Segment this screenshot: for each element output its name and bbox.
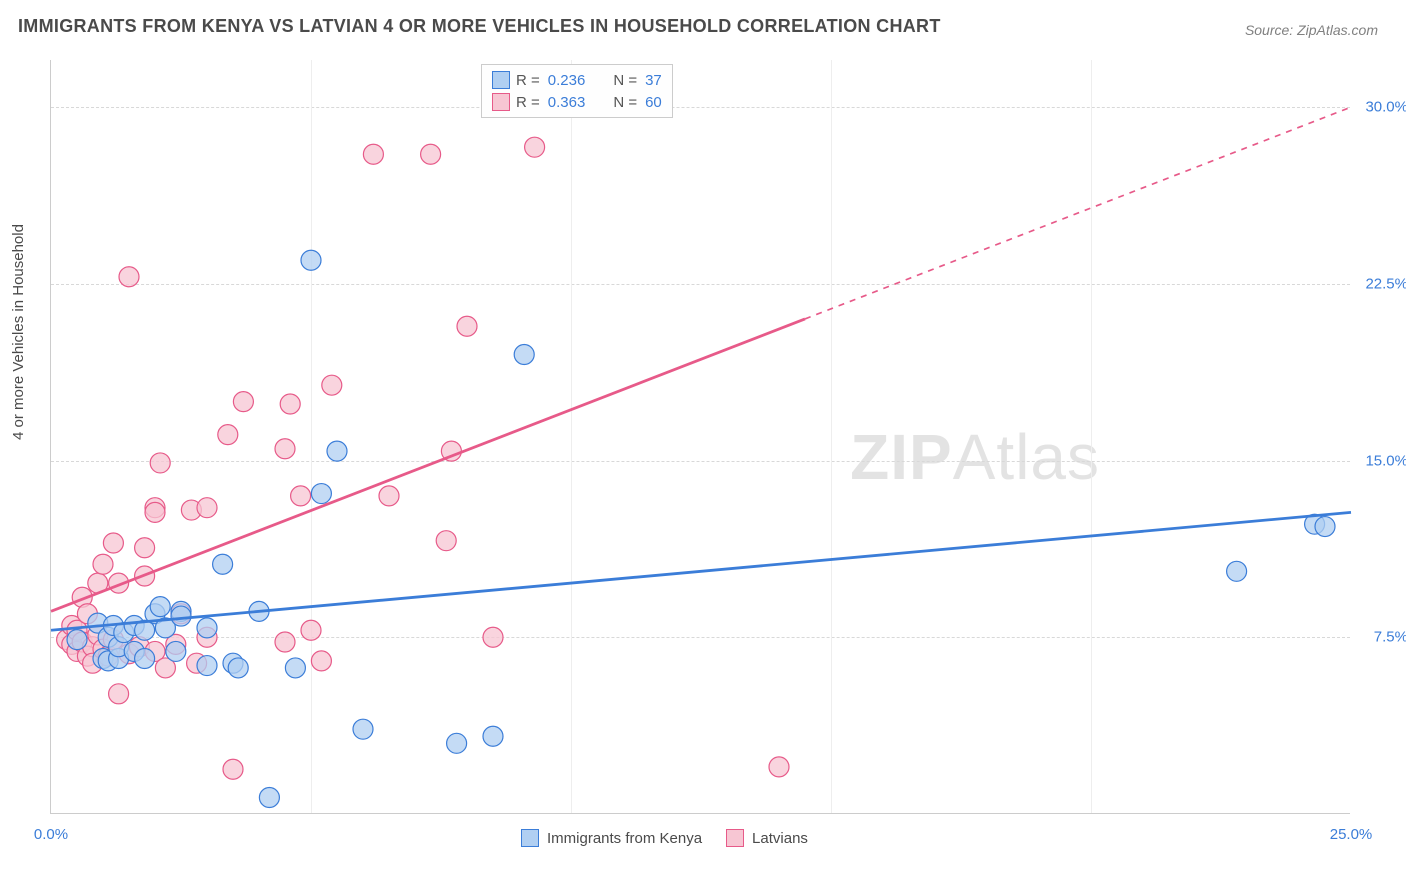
legend-label-latvians: Latvians	[752, 830, 808, 847]
data-point-latvians	[363, 144, 383, 164]
y-axis-label: 4 or more Vehicles in Household	[10, 224, 27, 440]
chart-title: IMMIGRANTS FROM KENYA VS LATVIAN 4 OR MO…	[18, 16, 941, 37]
data-point-latvians	[379, 486, 399, 506]
data-point-latvians	[119, 267, 139, 287]
data-point-latvians	[280, 394, 300, 414]
data-point-latvians	[291, 486, 311, 506]
data-point-latvians	[223, 759, 243, 779]
data-point-kenya	[150, 597, 170, 617]
data-point-latvians	[275, 439, 295, 459]
data-point-kenya	[353, 719, 373, 739]
data-point-kenya	[197, 618, 217, 638]
data-point-latvians	[150, 453, 170, 473]
data-point-kenya	[514, 345, 534, 365]
data-point-kenya	[1227, 561, 1247, 581]
scatter-svg	[51, 60, 1350, 813]
plot-area: ZIPAtlas 7.5%15.0%22.5%30.0% 0.0%25.0% R…	[50, 60, 1350, 814]
data-point-latvians	[483, 627, 503, 647]
data-point-kenya	[259, 788, 279, 808]
legend-item-kenya: Immigrants from Kenya	[521, 829, 702, 847]
data-point-latvians	[275, 632, 295, 652]
series-legend: Immigrants from Kenya Latvians	[521, 829, 808, 847]
data-point-kenya	[197, 656, 217, 676]
legend-label-kenya: Immigrants from Kenya	[547, 830, 702, 847]
data-point-kenya	[213, 554, 233, 574]
data-point-latvians	[145, 502, 165, 522]
data-point-kenya	[67, 630, 87, 650]
source-attribution: Source: ZipAtlas.com	[1245, 22, 1378, 38]
data-point-latvians	[135, 538, 155, 558]
data-point-kenya	[166, 641, 186, 661]
data-point-latvians	[457, 316, 477, 336]
data-point-latvians	[301, 620, 321, 640]
legend-item-latvians: Latvians	[726, 829, 808, 847]
x-tick-label: 0.0%	[34, 826, 68, 843]
data-point-kenya	[483, 726, 503, 746]
data-point-kenya	[327, 441, 347, 461]
y-tick-label: 30.0%	[1365, 99, 1406, 116]
data-point-latvians	[436, 531, 456, 551]
data-point-kenya	[447, 733, 467, 753]
data-point-kenya	[285, 658, 305, 678]
swatch-kenya	[521, 829, 539, 847]
data-point-latvians	[93, 554, 113, 574]
y-tick-label: 22.5%	[1365, 275, 1406, 292]
data-point-latvians	[421, 144, 441, 164]
data-point-latvians	[109, 684, 129, 704]
data-point-latvians	[769, 757, 789, 777]
x-tick-label: 25.0%	[1330, 826, 1373, 843]
data-point-kenya	[1315, 517, 1335, 537]
data-point-latvians	[103, 533, 123, 553]
data-point-latvians	[233, 392, 253, 412]
data-point-latvians	[218, 425, 238, 445]
data-point-kenya	[171, 606, 191, 626]
data-point-kenya	[301, 250, 321, 270]
data-point-latvians	[311, 651, 331, 671]
data-point-kenya	[228, 658, 248, 678]
data-point-latvians	[197, 498, 217, 518]
swatch-latvians	[726, 829, 744, 847]
data-point-latvians	[525, 137, 545, 157]
y-tick-label: 7.5%	[1374, 629, 1406, 646]
trend-line-kenya	[51, 512, 1351, 630]
data-point-kenya	[311, 484, 331, 504]
y-tick-label: 15.0%	[1365, 452, 1406, 469]
data-point-kenya	[135, 648, 155, 668]
trend-line-latvians-dashed	[805, 107, 1351, 319]
data-point-latvians	[322, 375, 342, 395]
